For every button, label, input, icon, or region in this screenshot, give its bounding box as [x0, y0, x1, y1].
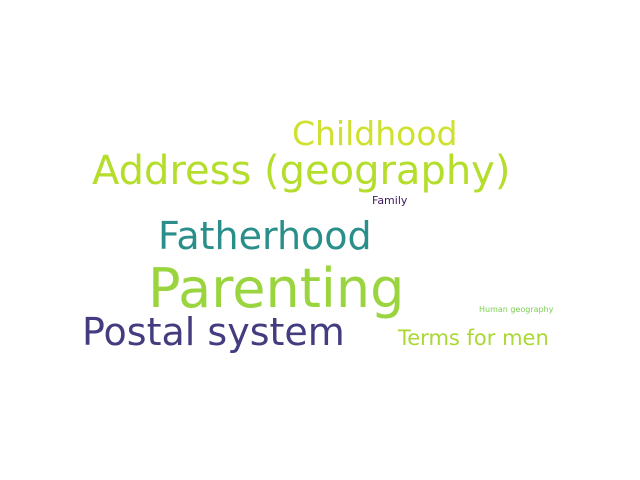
word-terms-for-men: Terms for men	[398, 326, 549, 350]
word-address-geography: Address (geography)	[92, 148, 511, 194]
word-postal-system: Postal system	[82, 310, 345, 354]
word-childhood: Childhood	[292, 114, 458, 153]
word-family: Family	[372, 194, 408, 207]
word-human-geography: Human geography	[479, 305, 554, 314]
word-fatherhood: Fatherhood	[158, 214, 372, 258]
word-parenting: Parenting	[148, 257, 405, 320]
